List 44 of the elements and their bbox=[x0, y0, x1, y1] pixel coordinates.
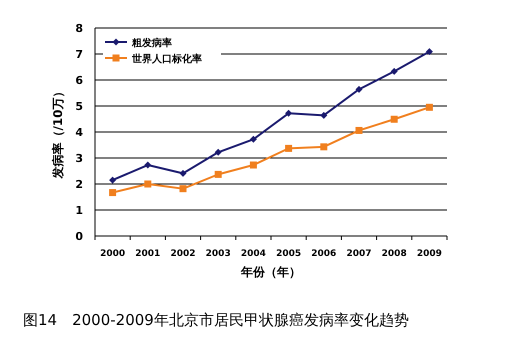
point bbox=[214, 148, 222, 156]
point bbox=[426, 48, 433, 56]
point bbox=[285, 144, 292, 152]
point bbox=[320, 143, 328, 150]
point bbox=[180, 170, 186, 177]
point bbox=[109, 189, 116, 196]
y-tick-label: 0 bbox=[75, 230, 84, 243]
y-tick-label: 7 bbox=[75, 48, 83, 61]
point bbox=[320, 112, 328, 119]
point bbox=[250, 136, 257, 143]
point bbox=[144, 162, 152, 169]
y-tick-label: 5 bbox=[75, 100, 83, 113]
y-axis-title: 发病率（/10万） bbox=[51, 85, 65, 180]
x-axis-title: 年份（年） bbox=[240, 265, 301, 279]
x-tick-label: 2006 bbox=[311, 249, 336, 259]
y-tick-label: 4 bbox=[75, 126, 84, 139]
point bbox=[180, 185, 186, 192]
x-tick-label: 2002 bbox=[170, 249, 196, 259]
y-tick-label: 2 bbox=[75, 178, 83, 191]
y-tick-label: 6 bbox=[75, 74, 84, 87]
x-tick-label: 2007 bbox=[346, 249, 372, 259]
text: 图14 2000-2009年北京市居民甲状腺癌发病率变化趋势 bbox=[23, 311, 409, 329]
x-tick-label: 2000 bbox=[100, 249, 126, 259]
x-tick-label: 2008 bbox=[382, 249, 407, 259]
point bbox=[356, 86, 362, 93]
point bbox=[109, 176, 116, 184]
x-tick-label: 2005 bbox=[276, 249, 302, 259]
x-tick-label: 2009 bbox=[416, 249, 442, 259]
x-tick-label: 2001 bbox=[135, 249, 160, 259]
point bbox=[144, 180, 152, 188]
point bbox=[426, 104, 433, 111]
x-tick-label: 2003 bbox=[206, 249, 231, 259]
y-tick-label: 8 bbox=[75, 22, 83, 35]
point bbox=[356, 126, 362, 134]
legend-label: 世界人口标化率 bbox=[131, 53, 202, 65]
point bbox=[285, 110, 292, 117]
point bbox=[390, 116, 398, 123]
legend-label: 粗发病率 bbox=[131, 37, 172, 49]
y-tick-label: 3 bbox=[75, 152, 83, 165]
point bbox=[250, 162, 257, 169]
y-tick-label: 1 bbox=[75, 204, 83, 217]
point bbox=[214, 170, 222, 178]
point bbox=[390, 68, 398, 75]
x-tick-label: 2004 bbox=[240, 249, 266, 259]
